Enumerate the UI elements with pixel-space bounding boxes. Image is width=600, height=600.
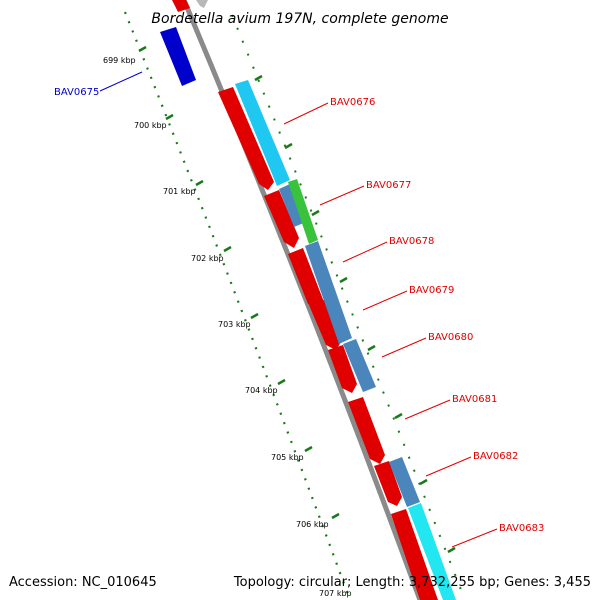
cog-block-4 <box>305 241 352 344</box>
gene-bav0682[interactable] <box>374 461 402 506</box>
gene-label-bav0675[interactable]: BAV0675 <box>54 87 99 98</box>
gene-label-bav0676[interactable]: BAV0676 <box>330 97 375 108</box>
gene-label-bav0678[interactable]: BAV0678 <box>389 236 434 247</box>
gene-label-bav0682[interactable]: BAV0682 <box>473 451 518 462</box>
gene-bav0675[interactable] <box>160 27 196 86</box>
cog-block-2 <box>279 183 306 227</box>
cog-block-1 <box>235 80 290 186</box>
outer-tick-dashes <box>254 74 456 554</box>
gene-fragment-top <box>172 0 190 12</box>
tick-label-702: 702 kbp <box>191 254 224 263</box>
cog-block-6 <box>389 457 420 507</box>
gene-bav0679[interactable] <box>309 300 341 350</box>
tick-label-701: 701 kbp <box>163 187 196 196</box>
gene-bav0677[interactable] <box>264 190 299 248</box>
gene-fragment-top-2 <box>196 0 208 8</box>
label-leaders <box>99 71 498 548</box>
genome-backbone <box>181 0 423 600</box>
tick-label-704: 704 kbp <box>245 386 278 395</box>
gene-bav0676[interactable] <box>218 87 274 190</box>
cog-block-3 <box>288 179 318 244</box>
tick-dashes <box>138 45 340 520</box>
gene-label-bav0681[interactable]: BAV0681 <box>452 394 497 405</box>
accession-text: Accession: NC_010645 <box>9 575 157 590</box>
gene-bav0678[interactable] <box>288 248 324 310</box>
gene-bav0683[interactable] <box>391 509 438 600</box>
gene-label-bav0677[interactable]: BAV0677 <box>366 180 411 191</box>
gene-bav0681[interactable] <box>348 397 385 464</box>
cog-block-7 <box>408 503 456 600</box>
tick-label-706: 706 kbp <box>296 520 329 529</box>
tick-label-700: 700 kbp <box>134 121 167 130</box>
tick-label-699: 699 kbp <box>103 56 136 65</box>
gene-label-bav0679[interactable]: BAV0679 <box>409 285 454 296</box>
cog-block-5 <box>343 339 376 392</box>
map-title: Bordetella avium 197N, complete genome <box>151 11 448 27</box>
tick-label-705: 705 kbp <box>271 453 304 462</box>
gene-bav0680[interactable] <box>328 345 357 393</box>
gene-label-bav0683[interactable]: BAV0683 <box>499 523 544 534</box>
tick-label-707: 707 kbp <box>319 589 352 598</box>
topology-text: Topology: circular; Length: 3,732,255 bp… <box>233 575 591 590</box>
gene-label-bav0680[interactable]: BAV0680 <box>428 332 473 343</box>
tick-label-703: 703 kbp <box>218 320 251 329</box>
